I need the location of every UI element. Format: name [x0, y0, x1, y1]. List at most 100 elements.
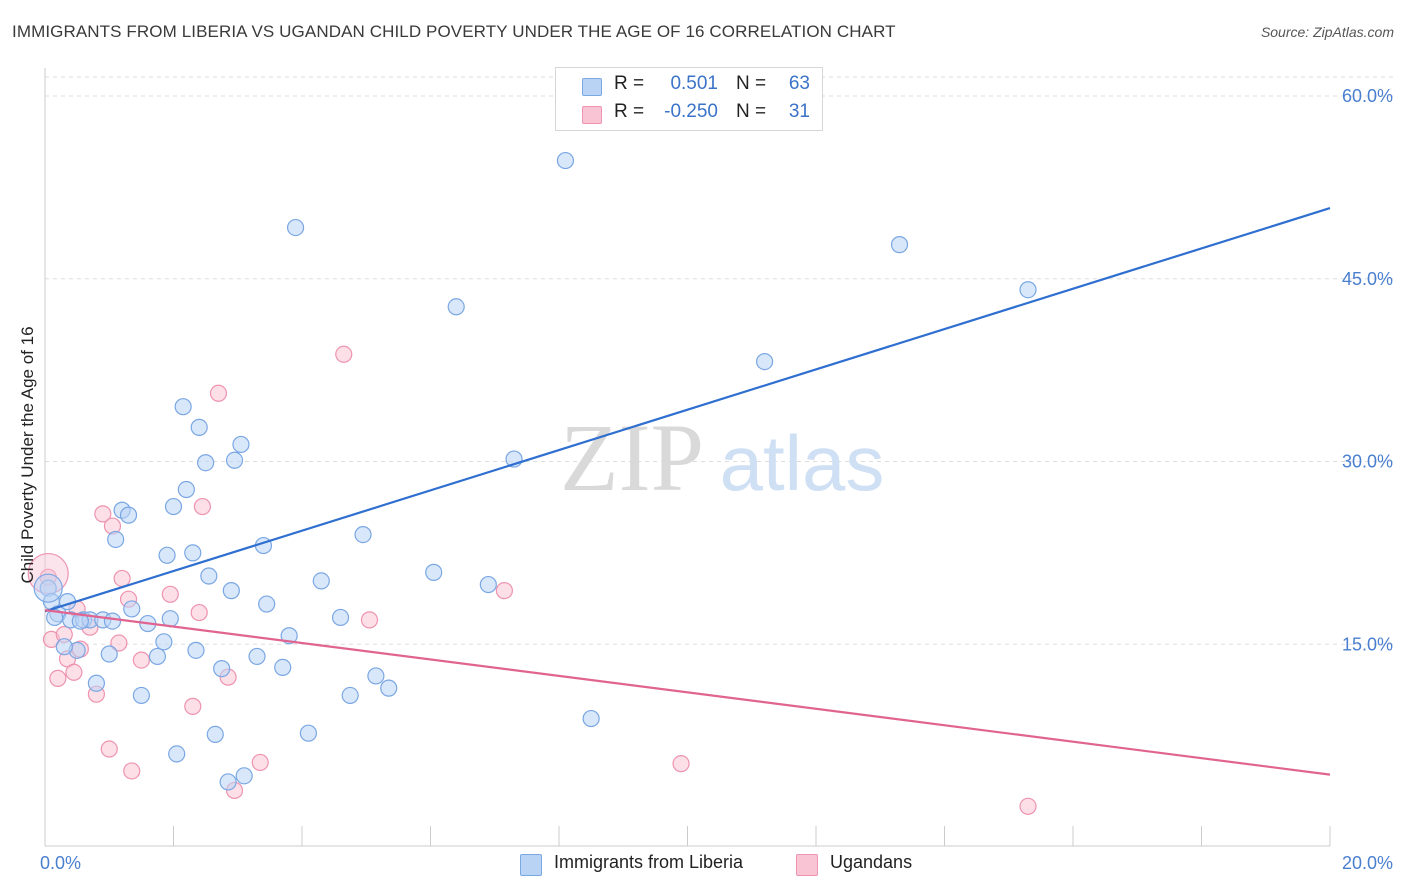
point-liberia [87, 674, 106, 692]
tick-labels: 15.0% 30.0% 45.0% 60.0% 0.0% 20.0% [40, 86, 1393, 873]
point-liberia [235, 767, 253, 785]
point-liberia [354, 525, 372, 544]
trend-layer [44, 207, 1331, 776]
point-ugandans [193, 497, 212, 516]
y-tick-label: 45.0% [1342, 269, 1393, 289]
point-ugandans [49, 669, 67, 687]
point-liberia [164, 497, 183, 516]
point-liberia [380, 679, 398, 697]
point-ugandans [190, 603, 208, 622]
point-ugandans [113, 569, 131, 588]
chart-title: IMMIGRANTS FROM LIBERIA VS UGANDAN CHILD… [12, 22, 896, 41]
legend-row-ugandans: R = -0.250 N = 31 [556, 101, 822, 127]
legend-n-value: 31 [788, 101, 810, 122]
point-liberia [197, 454, 215, 472]
point-liberia [341, 686, 359, 705]
bottom-legend-swatch-blue [520, 854, 542, 876]
legend-r-label: R = [614, 101, 645, 122]
point-liberia [155, 633, 173, 651]
legend-r-label: R = [614, 73, 645, 94]
y-axis-label: Child Poverty Under the Age of 16 [18, 326, 37, 583]
series-ugandans [27, 345, 1037, 815]
point-liberia-cluster [33, 573, 63, 603]
point-liberia [582, 709, 600, 728]
point-liberia [1019, 281, 1037, 299]
point-liberia [225, 451, 244, 469]
point-liberia [148, 647, 167, 666]
legend-row-liberia: R = 0.501 N = 63 [556, 73, 822, 99]
point-liberia [71, 612, 89, 630]
legend-r-value: -0.250 [664, 101, 718, 122]
point-liberia [222, 582, 240, 600]
legend-swatch-pink [582, 106, 602, 124]
point-liberia [200, 567, 218, 585]
point-liberia [425, 563, 443, 581]
point-liberia [119, 506, 138, 524]
axes-layer [44, 68, 1331, 847]
stats-legend: R = 0.501 N = 63 R = -0.250 N = 31 [555, 67, 823, 131]
point-ugandans [123, 762, 141, 780]
bottom-legend-swatch-pink [796, 854, 818, 876]
y-tick-label: 15.0% [1342, 634, 1393, 654]
point-liberia [248, 647, 266, 666]
point-ugandans [161, 585, 179, 603]
point-ugandans [251, 753, 269, 772]
point-liberia [174, 398, 192, 416]
legend-n-value: 63 [788, 73, 810, 94]
point-liberia [107, 530, 125, 549]
point-ugandans [184, 697, 202, 715]
bottom-legend-label-liberia: Immigrants from Liberia [554, 852, 744, 872]
point-ugandans [1019, 797, 1037, 815]
point-ugandans [672, 755, 690, 773]
y-tick-label: 60.0% [1342, 86, 1393, 106]
legend-swatch-blue [582, 78, 602, 96]
source-label: Source: ZipAtlas.com [1260, 24, 1394, 40]
point-liberia [286, 218, 305, 237]
point-liberia [367, 667, 385, 685]
point-liberia [132, 686, 150, 705]
point-liberia [190, 418, 208, 436]
point-ugandans [495, 582, 513, 600]
point-liberia [447, 298, 465, 316]
series-liberia [33, 151, 1037, 791]
point-liberia [258, 595, 276, 613]
x-tick-label: 20.0% [1342, 853, 1393, 873]
watermark-zip: ZIP [560, 404, 704, 511]
point-liberia [213, 660, 231, 678]
point-liberia [184, 544, 202, 562]
point-ugandans [94, 505, 112, 523]
point-liberia [219, 773, 237, 791]
grid-layer [45, 76, 1395, 645]
point-liberia [206, 725, 224, 744]
point-liberia [161, 610, 179, 628]
point-ugandans [209, 384, 228, 402]
point-liberia [123, 600, 141, 618]
point-liberia [280, 627, 298, 645]
point-liberia [890, 236, 909, 254]
point-liberia [103, 612, 122, 630]
trend-line-liberia [44, 207, 1331, 613]
point-liberia [168, 745, 186, 763]
point-liberia [755, 352, 774, 371]
point-liberia [177, 480, 195, 499]
point-liberia [556, 151, 575, 170]
point-ugandans [100, 740, 118, 758]
watermark: ZIP atlas [560, 404, 884, 511]
point-liberia [299, 724, 318, 742]
watermark-atlas: atlas [720, 419, 885, 507]
point-ugandans [360, 611, 379, 629]
point-liberia [158, 546, 176, 564]
point-ugandans [335, 345, 353, 363]
point-liberia [55, 638, 73, 656]
legend-n-label: N = [736, 101, 767, 122]
legend-r-value: 0.501 [670, 73, 718, 94]
bottom-legend-label-ugandans: Ugandans [830, 852, 913, 872]
point-liberia [232, 435, 250, 454]
point-ugandans [132, 651, 150, 669]
point-liberia [312, 572, 330, 590]
point-liberia [187, 641, 205, 659]
legend-n-label: N = [736, 73, 767, 94]
x-tick-label: 0.0% [40, 853, 81, 873]
point-liberia [479, 575, 497, 594]
